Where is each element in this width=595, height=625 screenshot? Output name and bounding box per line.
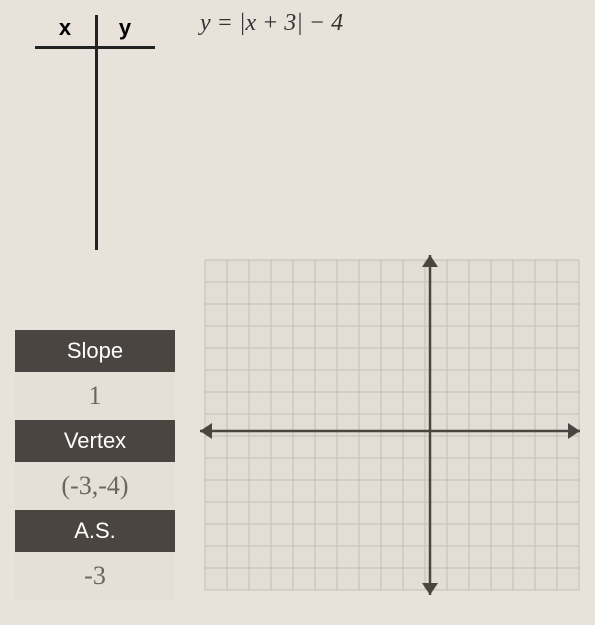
xy-table: x y	[35, 10, 155, 49]
table-header: x y	[35, 10, 155, 49]
table-header-x: x	[35, 10, 95, 49]
graph-svg	[200, 255, 580, 595]
table-header-y: y	[95, 10, 155, 49]
slope-value: 1	[15, 372, 175, 420]
slope-label: Slope	[15, 330, 175, 372]
vertex-value: (-3,-4)	[15, 462, 175, 510]
table-divider	[95, 15, 98, 250]
equation-text: y = |x + 3| − 4	[200, 10, 343, 37]
as-label: A.S.	[15, 510, 175, 552]
coordinate-graph	[200, 255, 580, 595]
properties-table: Slope 1 Vertex (-3,-4) A.S. -3	[15, 330, 175, 600]
as-value: -3	[15, 552, 175, 600]
vertex-label: Vertex	[15, 420, 175, 462]
